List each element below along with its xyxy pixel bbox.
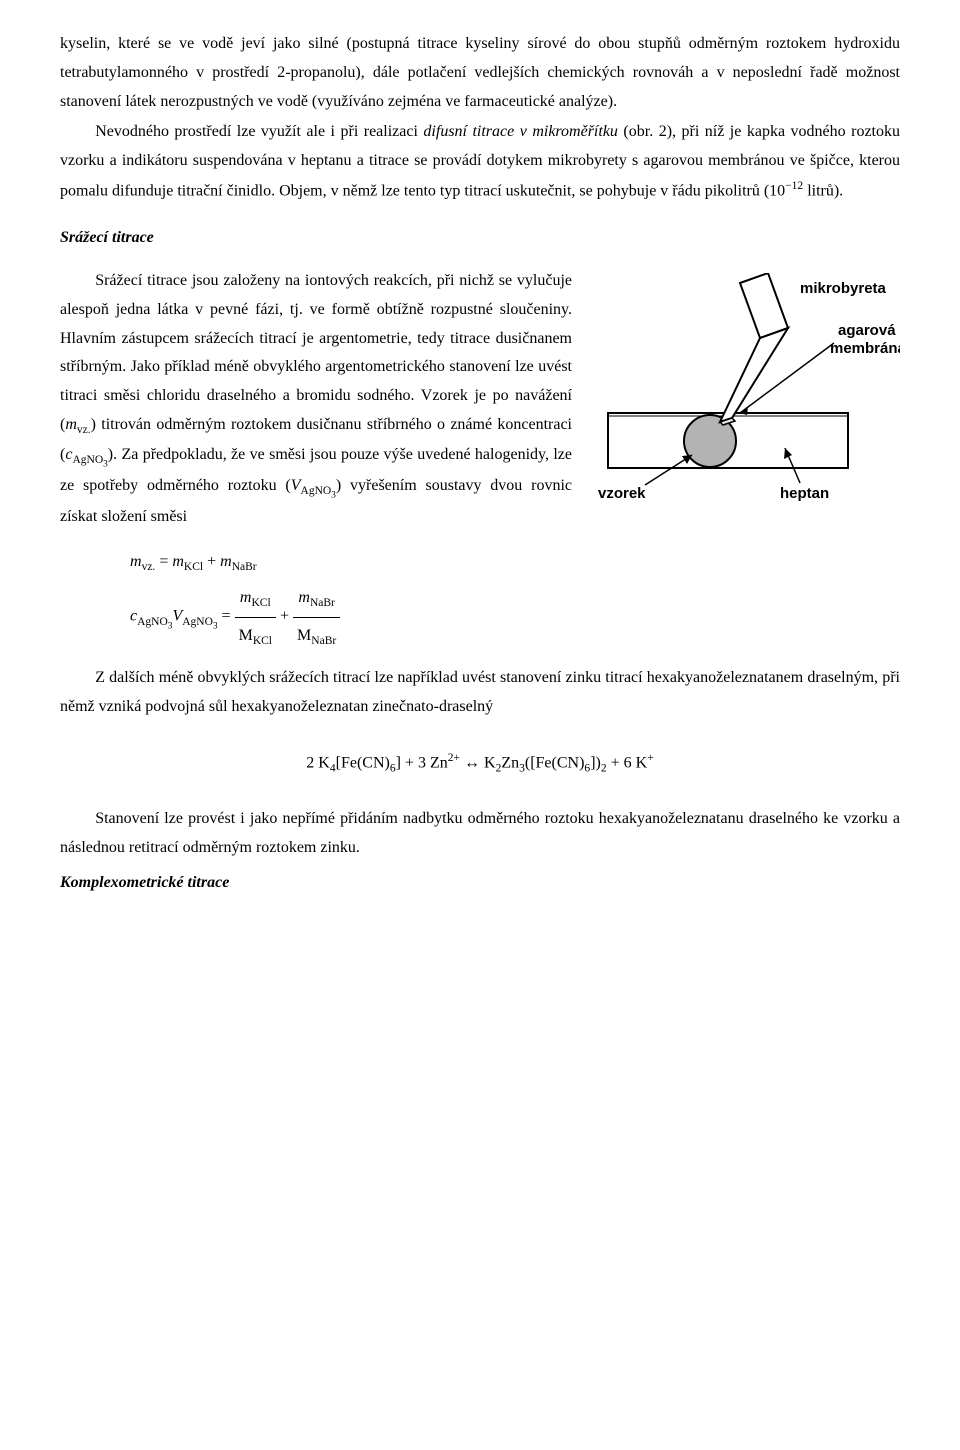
mvz-sub: vz. — [77, 424, 91, 436]
heading-srazeci-text: Srážecí titrace — [60, 229, 154, 246]
label-sample: vzorek — [598, 485, 646, 502]
v-sub-agno3: AgNO3 — [301, 485, 336, 497]
equation-block: mvz. = mKCl + mNaBr cAgNO3VAgNO3 = mKCl … — [130, 544, 900, 655]
v-sym: V — [291, 477, 301, 494]
fraction-nabr: mNaBr MNaBr — [293, 580, 340, 654]
para-2: Nevodného prostředí lze využít ale i při… — [60, 118, 900, 206]
equation-1: mvz. = mKCl + mNaBr — [130, 544, 900, 581]
c-sub-agno3: AgNO3 — [72, 454, 107, 466]
para-5-text: Stanovení lze provést i jako nepřímé při… — [60, 810, 900, 856]
mvz-m: m — [65, 416, 77, 433]
para-2a: Nevodného prostředí lze využít ale i při… — [95, 123, 423, 140]
para-5: Stanovení lze provést i jako nepřímé při… — [60, 805, 900, 863]
para-4: Z dalších méně obvyklých srážecích titra… — [60, 664, 900, 722]
label-microburette: mikrobyreta — [800, 280, 887, 297]
para-2b: difusní titrace v mikroměřítku — [423, 123, 618, 140]
para-4-text: Z dalších méně obvyklých srážecích titra… — [60, 669, 900, 715]
microburette-tip — [720, 328, 788, 422]
heading-srazeci: Srážecí titrace — [60, 224, 900, 253]
heading-komplexometricke: Komplexometrické titrace — [60, 869, 900, 898]
para-2-exp: −12 — [785, 180, 803, 192]
para-1: kyselin, které se ve vodě jeví jako siln… — [60, 30, 900, 116]
label-membrane-2: membrána — [830, 340, 900, 357]
para-3a: Srážecí titrace jsou založeny na iontový… — [60, 272, 572, 433]
reaction-equation: 2 K4[Fe(CN)6] + 3 Zn2+ ↔ K2Zn3([Fe(CN)6]… — [60, 748, 900, 779]
fraction-kcl: mKCl MKCl — [235, 580, 276, 654]
label-heptane: heptan — [780, 485, 829, 502]
microburette-body — [740, 273, 788, 338]
heading-komplex-text: Komplexometrické titrace — [60, 874, 229, 891]
figure-svg: mikrobyreta agarová membrána vzorek hept… — [590, 273, 900, 503]
label-membrane-1: agarová — [838, 322, 896, 339]
equation-2: cAgNO3VAgNO3 = mKCl MKCl + mNaBr MNaBr — [130, 580, 900, 654]
para-1-text: kyselin, které se ve vodě jeví jako siln… — [60, 35, 900, 110]
para-2d: litrů). — [803, 182, 843, 199]
figure-microtitration: mikrobyreta agarová membrána vzorek hept… — [590, 273, 900, 514]
